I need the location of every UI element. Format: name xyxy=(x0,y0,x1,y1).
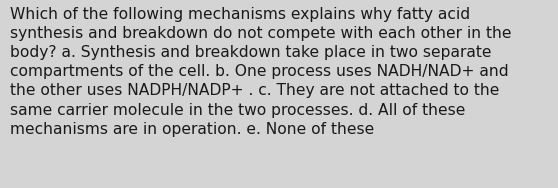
Text: Which of the following mechanisms explains why fatty acid
synthesis and breakdow: Which of the following mechanisms explai… xyxy=(10,7,512,137)
